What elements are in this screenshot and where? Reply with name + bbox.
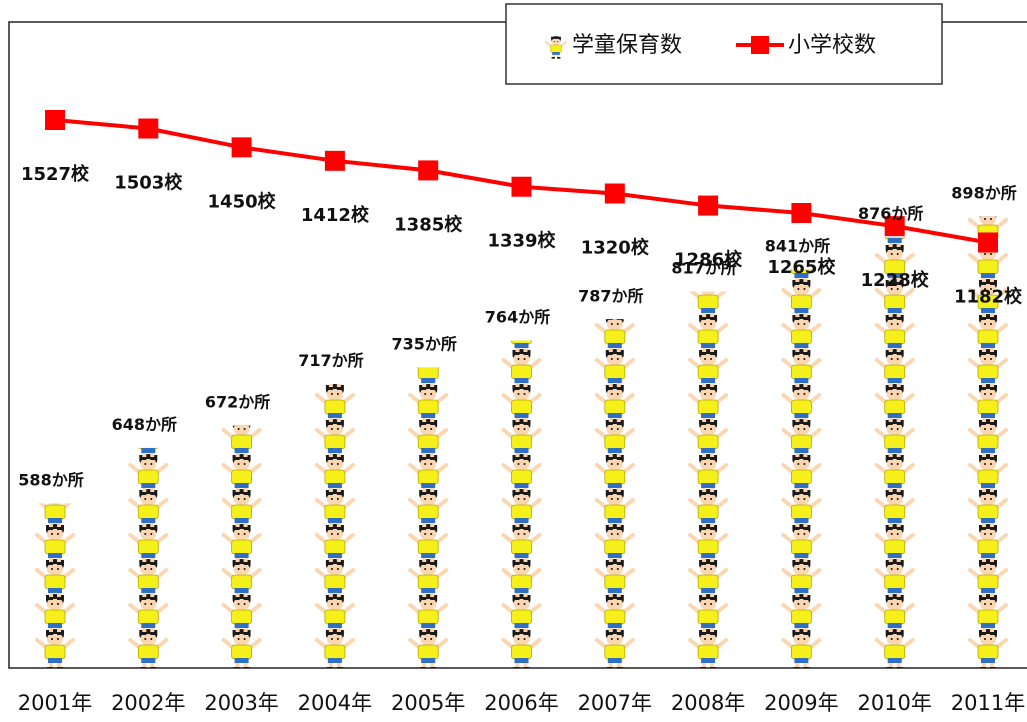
bar-value-label: 648か所 — [112, 415, 177, 434]
bar-value-label: 764か所 — [485, 308, 550, 327]
line-value-label: 1527校 — [21, 163, 90, 185]
bar-value-label: 717か所 — [298, 351, 363, 370]
line-value-label: 1265校 — [767, 256, 836, 278]
line-value-label: 1228校 — [861, 269, 930, 291]
x-tick-label: 2007年 — [578, 691, 652, 715]
line-point — [884, 216, 905, 237]
line-value-label: 1385校 — [394, 213, 463, 235]
line-point — [791, 203, 812, 224]
bar-value-label: 735か所 — [391, 334, 456, 353]
x-tick-label: 2002年 — [111, 691, 185, 715]
x-tick-label: 2006年 — [484, 691, 558, 715]
line-series — [45, 110, 998, 253]
line-point — [698, 195, 719, 216]
x-tick-label: 2005年 — [391, 691, 465, 715]
bar-value-label: 876か所 — [858, 204, 923, 223]
x-tick-label: 2003年 — [204, 691, 278, 715]
line-point — [45, 110, 65, 130]
line-point — [604, 183, 625, 204]
legend: 学童保育数 小学校数 — [505, 3, 943, 85]
bar-value-label: 841か所 — [765, 236, 830, 255]
line-value-label: 1182校 — [954, 285, 1023, 307]
data-labels: 588か所 648か所 672か所 717か所 735か所 764か所 787か所 817か所… — [18, 163, 1023, 489]
x-tick-label: 2009年 — [764, 691, 838, 715]
line-value-label: 1320校 — [581, 236, 650, 258]
bar-value-label: 898か所 — [951, 184, 1016, 203]
line-value-label: 1503校 — [114, 172, 183, 194]
line-value-label: 1286校 — [674, 249, 743, 271]
bar-value-label: 672か所 — [205, 393, 270, 412]
legend-square-icon — [751, 36, 769, 54]
x-tick-label: 2008年 — [671, 691, 745, 715]
line-point — [418, 160, 439, 181]
legend-label-schools: 小学校数 — [788, 33, 876, 58]
bar-value-label: 588か所 — [18, 470, 83, 489]
bar-value-label: 787か所 — [578, 286, 643, 305]
line-point — [138, 118, 159, 139]
legend-label-childcare: 学童保育数 — [572, 33, 682, 58]
legend-box — [505, 3, 943, 85]
line-value-label: 1339校 — [487, 230, 556, 252]
x-axis: 2001年 2002年 2003年 2004年 2005年 2006年 2007年 2008年… — [18, 691, 1025, 715]
line-point — [978, 232, 998, 253]
line-point — [511, 176, 532, 197]
line-value-label: 1450校 — [208, 190, 277, 212]
line-point — [324, 150, 345, 171]
x-tick-label: 2011年 — [951, 691, 1025, 715]
x-tick-label: 2010年 — [857, 691, 931, 715]
line-value-label: 1412校 — [301, 204, 370, 226]
bar-value-label: 817か所 — [671, 259, 736, 278]
x-tick-label: 2004年 — [298, 691, 372, 715]
x-tick-label: 2001年 — [18, 691, 92, 715]
line-point — [231, 137, 252, 158]
